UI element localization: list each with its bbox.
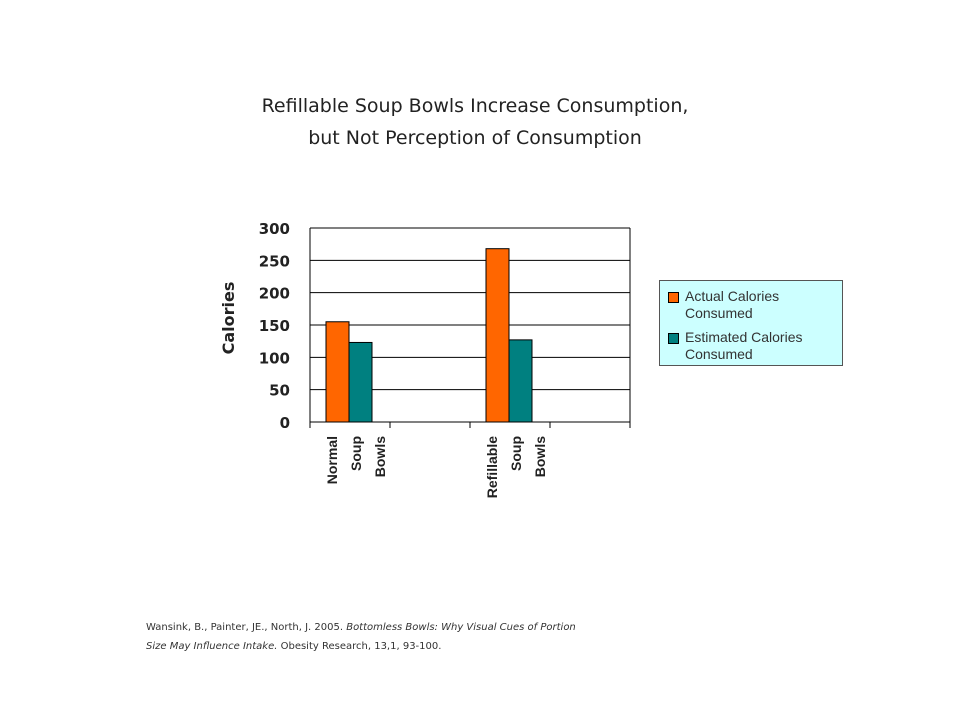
citation-title-part-1: Bottomless Bowls: Why Visual Cues of Por… — [346, 622, 576, 633]
x-category-label-0-2: Bowls — [372, 436, 388, 477]
legend-item-actual: Actual Calories Consumed — [668, 288, 835, 322]
legend-swatch-actual — [668, 292, 679, 303]
bar-estimated-1 — [508, 339, 533, 423]
chart-title-line-2: but Not Perception of Consumption — [308, 127, 642, 149]
y-tick-label-200: 200 — [259, 285, 290, 303]
citation: Wansink, B., Painter, JE., North, J. 200… — [146, 618, 666, 656]
x-category-label-0-1: Soup — [348, 436, 364, 471]
bar-actual-0 — [325, 321, 350, 423]
chart-legend: Actual Calories Consumed Estimated Calor… — [659, 280, 843, 366]
bar-estimated-0 — [348, 341, 373, 423]
y-axis-label: Calories — [219, 282, 238, 355]
chart-title: Refillable Soup Bowls Increase Consumpti… — [150, 90, 800, 154]
legend-label-actual-line-1: Actual Calories — [685, 288, 780, 304]
x-category-label-1-0: Refillable — [484, 436, 500, 498]
legend-label-estimated: Estimated Calories Consumed — [685, 329, 835, 363]
bar-actual-1 — [485, 248, 510, 423]
legend-item-estimated: Estimated Calories Consumed — [668, 329, 835, 363]
y-tick-label-150: 150 — [259, 317, 290, 335]
x-category-label-1-1: Soup — [508, 436, 524, 471]
y-tick-label-250: 250 — [259, 252, 290, 270]
y-tick-label-300: 300 — [259, 220, 290, 238]
y-tick-label-50: 50 — [269, 382, 290, 400]
citation-title-part-2: Size May Influence Intake. — [146, 641, 278, 652]
legend-label-actual-line-2: Consumed — [685, 305, 753, 321]
citation-authors: Wansink, B., Painter, JE., North, J. 200… — [146, 622, 347, 633]
citation-journal: Obesity Research, 13,1, 93-100. — [277, 641, 442, 652]
y-tick-label-0: 0 — [280, 414, 290, 432]
y-tick-label-100: 100 — [259, 349, 290, 367]
legend-swatch-estimated — [668, 333, 679, 344]
chart-title-line-1: Refillable Soup Bowls Increase Consumpti… — [261, 95, 689, 117]
x-category-label-0-0: Normal — [324, 436, 340, 484]
legend-label-actual: Actual Calories Consumed — [685, 288, 835, 322]
legend-label-estimated-line-1: Estimated Calories — [685, 329, 803, 345]
legend-label-estimated-line-2: Consumed — [685, 346, 753, 362]
x-category-label-1-2: Bowls — [532, 436, 548, 477]
